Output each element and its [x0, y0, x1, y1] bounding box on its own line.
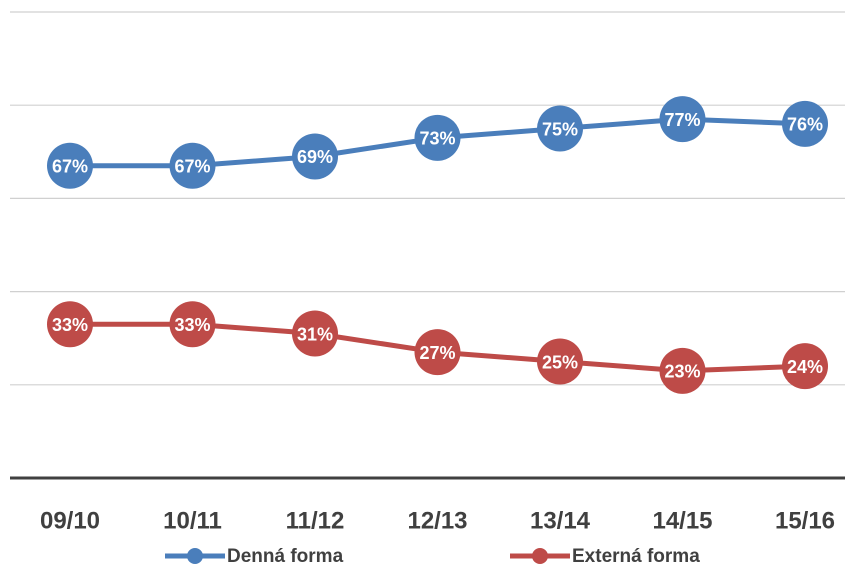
data-label: 76%	[787, 115, 823, 135]
x-tick-label: 09/10	[40, 507, 100, 534]
x-tick-label: 12/13	[407, 507, 467, 534]
data-point	[659, 347, 706, 394]
data-point	[659, 96, 706, 143]
x-tick-label: 13/14	[530, 507, 591, 534]
data-point	[292, 310, 338, 357]
data-point	[537, 338, 583, 385]
data-label: 24%	[787, 357, 823, 377]
legend-label: Externá forma	[572, 546, 700, 567]
data-label: 25%	[542, 352, 578, 372]
legend-label: Denná forma	[227, 546, 344, 567]
x-tick-label: 10/11	[163, 507, 222, 534]
data-label: 69%	[297, 147, 333, 167]
data-point	[782, 100, 828, 147]
x-tick-label: 14/15	[652, 507, 712, 534]
data-label: 23%	[664, 362, 700, 382]
data-point	[169, 301, 216, 348]
data-point	[292, 133, 338, 180]
data-point	[47, 142, 93, 189]
data-label: 67%	[174, 157, 210, 177]
data-label: 33%	[52, 315, 88, 335]
x-tick-label: 15/16	[775, 507, 835, 534]
data-point	[537, 105, 583, 152]
data-label: 33%	[174, 315, 210, 335]
data-label: 27%	[419, 343, 455, 363]
data-label: 67%	[52, 157, 88, 177]
data-point	[414, 114, 461, 161]
data-label: 73%	[419, 129, 455, 149]
legend-marker	[532, 548, 548, 564]
x-tick-label: 11/12	[286, 507, 345, 534]
data-point	[414, 329, 461, 376]
data-label: 77%	[664, 110, 700, 130]
data-point	[47, 301, 93, 348]
data-point	[169, 142, 216, 189]
data-label: 31%	[297, 324, 333, 344]
legend-marker	[187, 548, 203, 564]
data-point	[782, 343, 828, 390]
data-label: 75%	[542, 119, 578, 139]
